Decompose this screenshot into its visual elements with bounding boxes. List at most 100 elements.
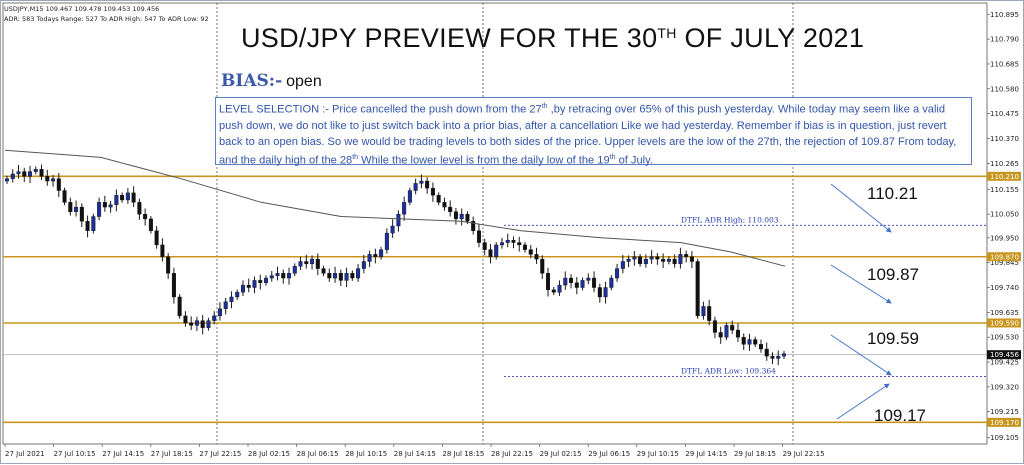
candle-bull <box>563 277 568 286</box>
candle-bull <box>28 171 33 177</box>
level-arrow <box>836 383 890 420</box>
key-level-tag <box>987 318 1021 328</box>
candle-bull <box>356 268 361 279</box>
candle-bear <box>350 273 355 279</box>
candle-bull <box>4 178 9 182</box>
candle-bull <box>217 308 222 317</box>
candle-bull <box>603 287 608 298</box>
candle-bear <box>430 187 435 196</box>
key-level-tag <box>987 417 1021 427</box>
candle-bear <box>689 256 694 262</box>
candle-bear <box>540 258 545 274</box>
candle-bear <box>517 242 522 246</box>
candle-bear <box>695 261 700 317</box>
candle-bull <box>776 355 781 359</box>
x-tick-label: 27 Jul 2021 <box>5 450 45 458</box>
candle-bear <box>281 273 286 279</box>
candle-bear <box>246 284 251 288</box>
candle-bull <box>292 266 297 274</box>
y-tick-label: 109.215 <box>990 408 1019 416</box>
candle-bull <box>678 254 683 265</box>
plot-area <box>2 2 988 445</box>
candle-bear <box>304 261 309 265</box>
candle-bear <box>528 249 533 255</box>
page-title: USD/JPY PREVIEW FOR THE 30TH OF JULY 202… <box>241 23 865 53</box>
candle-bull <box>16 171 21 175</box>
candle-bear <box>551 289 556 293</box>
level-arrow <box>830 264 892 304</box>
adr-low-label: DTFL ADR Low: 109.364 <box>681 366 776 375</box>
candle-bull <box>194 320 199 326</box>
candle-bull <box>287 273 292 279</box>
candle-bull <box>747 339 752 345</box>
candle-bear <box>574 282 579 288</box>
candle-bull <box>402 202 407 215</box>
x-tick-label: 29 Jul 14:15 <box>685 450 727 458</box>
candle-bull <box>724 325 729 338</box>
level-arrow <box>830 334 892 376</box>
y-tick-label: 109.740 <box>990 284 1019 292</box>
candle-bull <box>33 169 38 172</box>
key-level-tag-label: 110.210 <box>990 173 1019 181</box>
candle-bull <box>298 261 303 267</box>
candle-bear <box>448 206 453 213</box>
candle-bull <box>114 195 119 205</box>
candle-bear <box>672 258 677 265</box>
candle-bear <box>160 244 165 257</box>
candle-bull <box>108 204 113 208</box>
candle-bear <box>735 329 740 338</box>
key-level-tag <box>987 171 1021 181</box>
y-tick-label: 109.530 <box>990 334 1019 342</box>
candle-bear <box>488 249 493 257</box>
current-price-tag <box>987 350 1021 360</box>
candle-bull <box>51 178 56 182</box>
candle-bull <box>505 239 510 243</box>
candle-bear <box>764 348 769 357</box>
y-tick-label: 110.265 <box>990 160 1019 168</box>
candle-bull <box>361 261 366 269</box>
candle-bear <box>597 287 602 298</box>
candle-bear <box>131 192 136 203</box>
y-tick-label: 109.845 <box>990 259 1019 267</box>
candle-bull <box>643 258 648 265</box>
candle-bear <box>45 176 50 182</box>
candle-bear <box>39 169 44 177</box>
x-tick-label: 27 Jul 10:15 <box>54 450 96 458</box>
x-tick-label: 29 Jul 22:15 <box>783 450 825 458</box>
y-tick-label: 110.050 <box>990 211 1019 219</box>
candle-bull <box>125 192 130 201</box>
candle-bull <box>264 277 269 283</box>
candle-bear <box>718 332 723 338</box>
candle-bull <box>229 296 234 302</box>
candle-bull <box>494 244 499 257</box>
candle-bear <box>707 306 712 321</box>
candle-bull <box>223 301 228 309</box>
candles <box>4 164 787 366</box>
moving-average-line <box>4 149 786 267</box>
y-tick-label: 110.370 <box>990 135 1019 143</box>
candle-bull <box>615 268 620 279</box>
candle-bear <box>523 244 528 250</box>
candle-bear <box>712 320 717 333</box>
y-tick-label: 109.635 <box>990 309 1019 317</box>
candle-bear <box>171 273 176 298</box>
y-tick-label: 110.790 <box>990 36 1019 44</box>
x-tick-label: 28 Jul 10:15 <box>345 450 387 458</box>
candle-bull <box>333 273 338 279</box>
candle-bull <box>459 213 464 220</box>
candle-bear <box>79 206 84 222</box>
candle-bear <box>148 218 153 231</box>
candle-bull <box>212 315 217 321</box>
current-price-tag-label: 109.456 <box>990 351 1019 359</box>
candle-bear <box>741 336 746 345</box>
bias-line: BIAS:- open <box>221 71 322 91</box>
y-tick-label: 110.895 <box>990 11 1019 19</box>
candle-bull <box>407 190 412 203</box>
candle-bear <box>258 280 263 283</box>
y-tick-label: 109.105 <box>990 434 1019 442</box>
candle-bull <box>396 213 401 227</box>
candle-bull <box>240 284 245 293</box>
key-level-tag-label: 109.170 <box>990 419 1019 427</box>
candle-bull <box>782 353 787 357</box>
